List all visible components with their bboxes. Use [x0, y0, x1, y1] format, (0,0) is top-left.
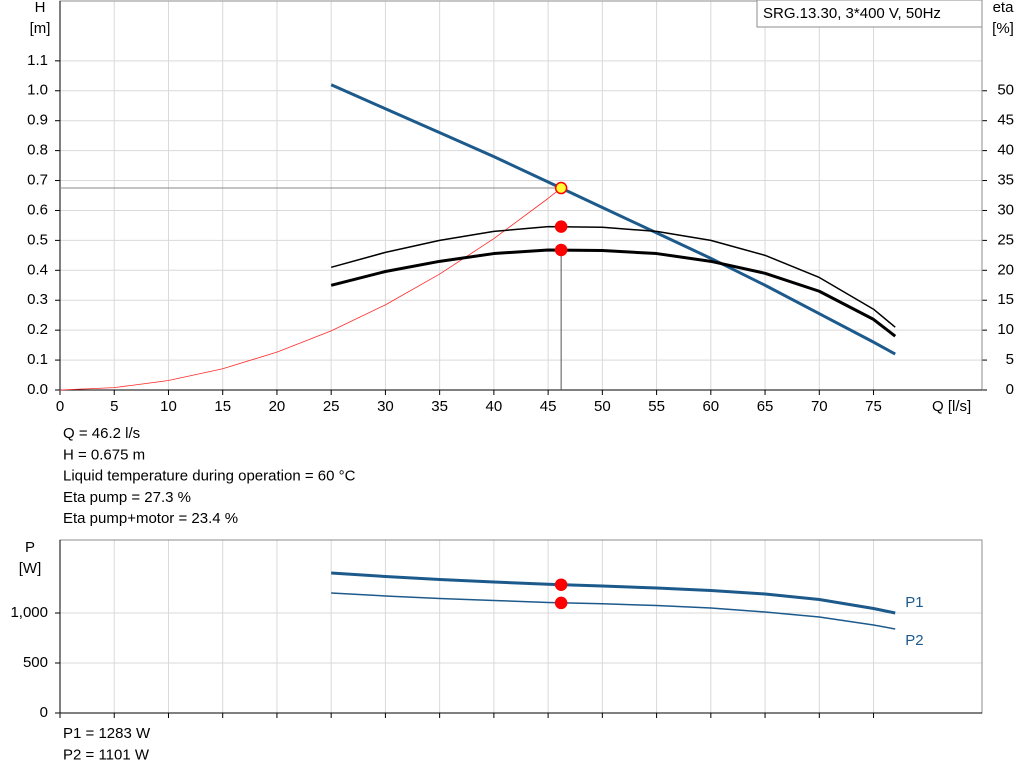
curve	[330, 248, 897, 338]
y-tick-label: 0.9	[27, 112, 48, 129]
x-tick-label: 10	[160, 398, 177, 415]
duty-point	[554, 596, 568, 610]
series-label: P2	[905, 632, 923, 649]
y2-tick-label: 5	[1006, 351, 1014, 368]
y2-tick-label: 45	[997, 112, 1014, 129]
x-axis-label: Q [l/s]	[932, 398, 971, 415]
x-tick-label: 5	[110, 398, 118, 415]
y2-tick-label: 15	[997, 291, 1014, 308]
duty-point	[554, 181, 568, 195]
x-tick-label: 20	[269, 398, 286, 415]
x-tick-label: 40	[486, 398, 503, 415]
x-tick-label: 30	[377, 398, 394, 415]
y2-tick-label: 50	[997, 82, 1014, 99]
duty-point	[554, 578, 568, 591]
y-tick-label: 0.1	[27, 351, 48, 368]
plot-area	[60, 1, 982, 390]
y2-tick-label: 30	[997, 201, 1014, 218]
series-label: P1	[905, 594, 923, 611]
info-line: Liquid temperature during operation = 60…	[63, 468, 356, 485]
y-tick-label: 0.0	[27, 381, 48, 398]
y2-tick-label: 35	[997, 172, 1014, 189]
y2-tick-label: 10	[997, 321, 1014, 338]
info-line: Q = 46.2 l/s	[63, 425, 140, 442]
x-tick-label: 55	[648, 398, 665, 415]
y-axis-label: [m]	[30, 20, 51, 37]
y2-axis-label: eta	[993, 0, 1015, 16]
curve	[330, 83, 896, 356]
x-tick-label: 0	[56, 398, 64, 415]
curve	[330, 225, 896, 328]
plot-area	[60, 540, 982, 713]
info-line: P1 = 1283 W	[63, 725, 151, 742]
y-tick-label: 0.2	[27, 321, 48, 338]
x-tick-label: 60	[702, 398, 719, 415]
x-tick-label: 50	[594, 398, 611, 415]
y-axis-label: H	[35, 0, 46, 16]
title-box-text: SRG.13.30, 3*400 V, 50Hz	[763, 5, 941, 22]
y-tick-label: 0.8	[27, 142, 48, 159]
y-tick-label: 0.5	[27, 231, 48, 248]
x-tick-label: 45	[540, 398, 557, 415]
y-tick-label: 500	[23, 654, 48, 671]
y-tick-label: 0	[40, 704, 48, 721]
y2-axis-label: [%]	[992, 20, 1014, 37]
y-tick-label: 1.1	[27, 52, 48, 69]
info-line: P2 = 1101 W	[63, 746, 150, 763]
info-line: Eta pump = 27.3 %	[63, 489, 191, 506]
title-box	[756, 0, 983, 28]
y2-tick-label: 25	[997, 231, 1014, 248]
x-tick-label: 65	[757, 398, 774, 415]
y2-tick-label: 40	[997, 142, 1014, 159]
info-line: H = 0.675 m	[63, 446, 145, 463]
y2-tick-label: 20	[997, 261, 1014, 278]
y-tick-label: 1.0	[27, 82, 48, 99]
y-tick-label: 0.6	[27, 201, 48, 218]
y-tick-label: 0.7	[27, 172, 48, 189]
x-tick-label: 25	[323, 398, 340, 415]
y2-tick-label: 0	[1006, 381, 1014, 398]
info-line: Eta pump+motor = 23.4 %	[63, 510, 238, 527]
x-tick-label: 15	[214, 398, 231, 415]
x-tick-label: 75	[865, 398, 882, 415]
curve	[331, 592, 896, 630]
duty-point	[554, 243, 568, 257]
x-tick-label: 35	[431, 398, 448, 415]
curve	[331, 571, 896, 615]
curve	[59, 187, 562, 391]
y-axis-label: P	[25, 539, 35, 556]
y-tick-label: 0.3	[27, 291, 48, 308]
x-tick-label: 70	[811, 398, 828, 415]
y-tick-label: 1,000	[10, 604, 48, 621]
y-tick-label: 0.4	[27, 261, 48, 278]
duty-point	[554, 220, 568, 233]
y-axis-label: [W]	[19, 560, 42, 577]
